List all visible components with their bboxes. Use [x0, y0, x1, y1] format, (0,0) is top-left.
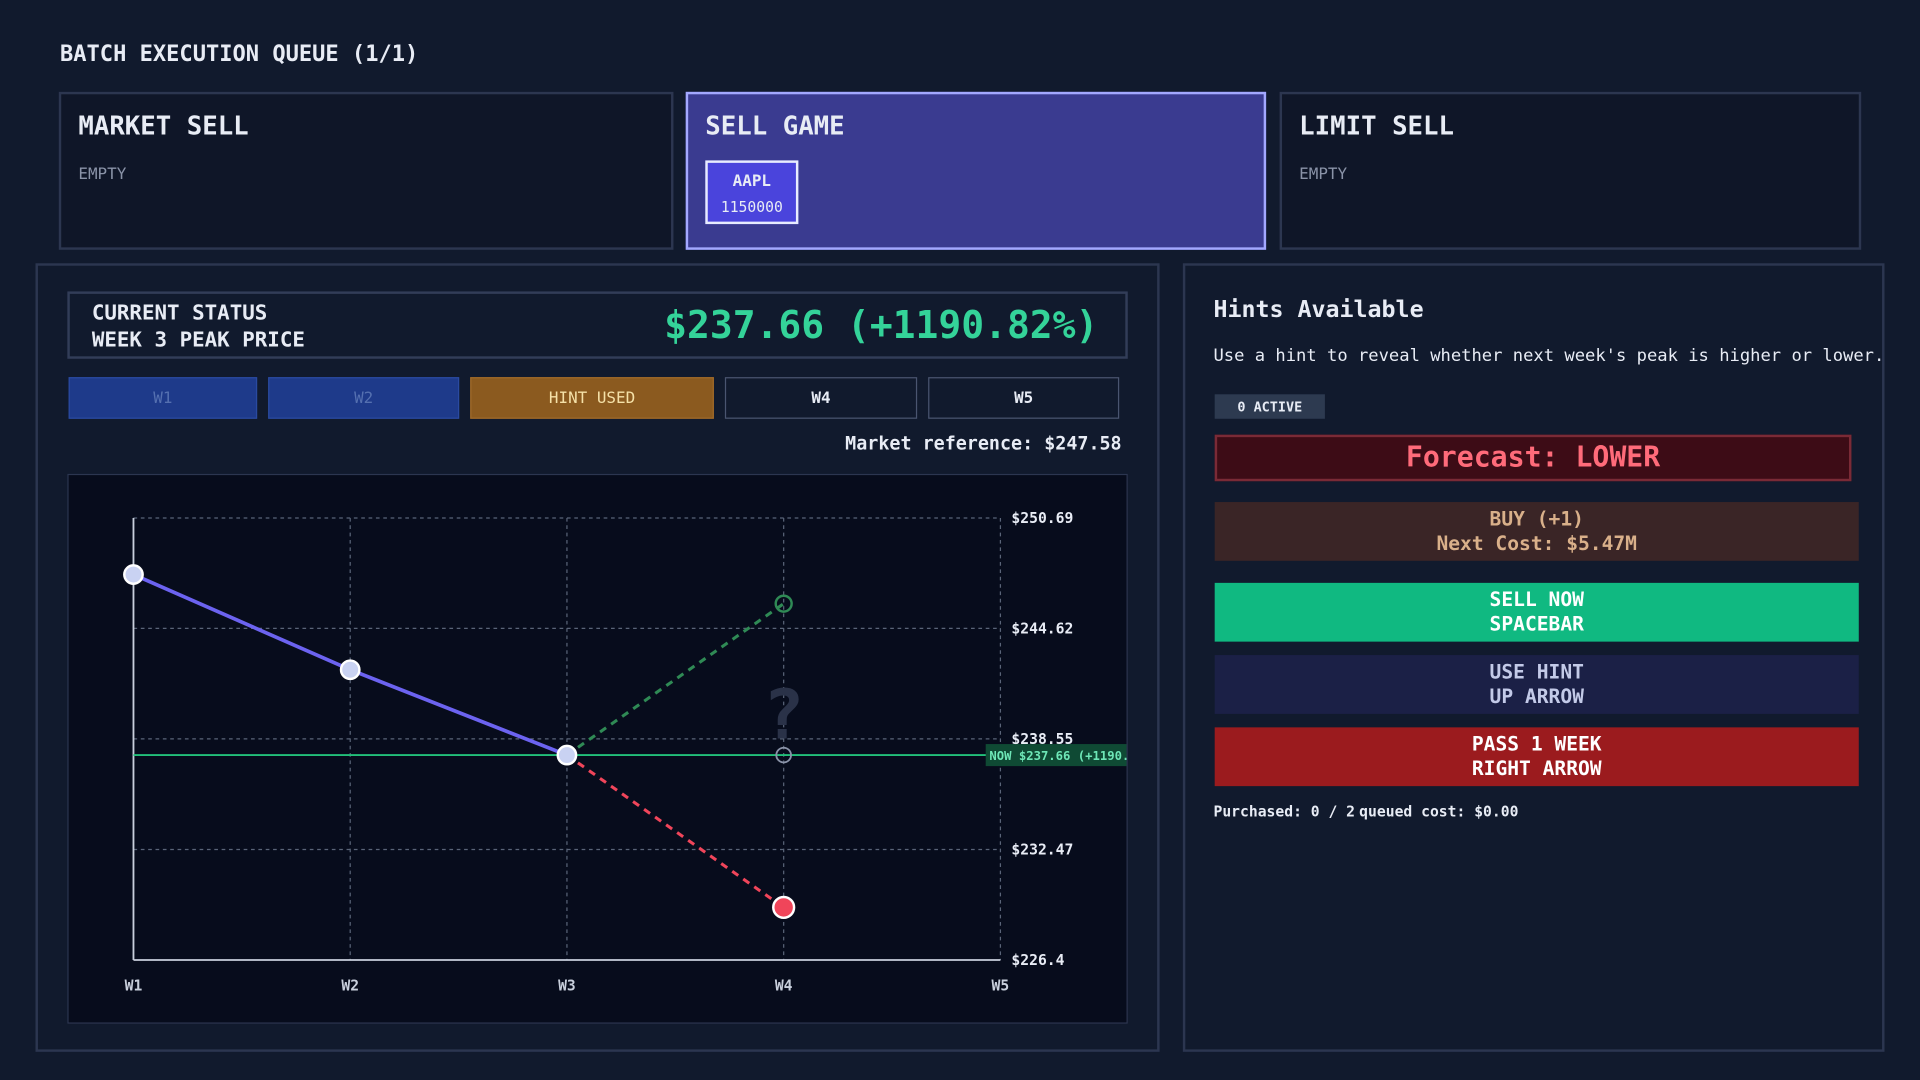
button-label: BUY (+1): [1489, 506, 1584, 531]
queue-card[interactable]: LIMIT SELL EMPTY: [1279, 91, 1862, 250]
mystery-mark: ?: [763, 675, 804, 755]
status-label: WEEK 3 PEAK PRICE: [91, 328, 305, 353]
queued-cost: queued cost: $0.00: [1359, 803, 1519, 821]
x-tick-label: W3: [558, 978, 576, 995]
now-label-box: [985, 744, 1127, 767]
quantity: 1150000: [720, 198, 783, 216]
now-label: NOW $237.66 (+1190.82%): [985, 744, 1127, 767]
status-box: CURRENT STATUS WEEK 3 PEAK PRICE $237.66…: [67, 291, 1128, 359]
x-tick-label: W4: [775, 978, 793, 995]
ticker: AAPL: [732, 172, 772, 192]
queue-card[interactable]: MARKET SELL EMPTY: [58, 91, 674, 250]
series-line: [566, 602, 785, 757]
order-chip[interactable]: AAPL 1150000: [705, 160, 799, 225]
pass-week-button[interactable]: PASS 1 WEEK RIGHT ARROW: [1214, 727, 1859, 787]
now-label-text: NOW $237.66 (+1190.82%): [989, 749, 1127, 763]
card-title: LIMIT SELL: [1299, 111, 1455, 141]
y-tick-label: $244.62: [1011, 620, 1073, 637]
point: [556, 744, 578, 766]
card-status: EMPTY: [1299, 165, 1348, 184]
queue-card[interactable]: SELL GAME AAPL 1150000: [685, 91, 1267, 250]
queue-title: BATCH EXECUTION QUEUE (1/1): [60, 41, 419, 68]
projection-point: [772, 895, 796, 920]
x-tick-label: W2: [341, 978, 359, 995]
forecast: Forecast: LOWER: [1214, 434, 1852, 482]
hints-title: Hints Available: [1213, 296, 1424, 324]
point: [123, 564, 144, 585]
week-tab[interactable]: W5: [928, 377, 1120, 419]
status-label: CURRENT STATUS: [91, 301, 268, 326]
y-tick-label: $232.47: [1011, 841, 1073, 858]
button-sub: UP ARROW: [1489, 684, 1584, 708]
projection-point: [774, 594, 793, 613]
x-tick-label: W5: [992, 978, 1010, 995]
series-line: [566, 753, 785, 909]
now-marker: [775, 746, 792, 764]
point: [339, 659, 361, 681]
x-tick-label: W1: [125, 978, 143, 995]
y-tick-label: $238.55: [1011, 731, 1073, 748]
status-price: $237.66 (+1190.82%): [664, 303, 1099, 348]
button-label: SELL NOW: [1489, 587, 1584, 612]
button-label: USE HINT: [1489, 660, 1584, 684]
week-tab[interactable]: W2: [268, 377, 460, 419]
button-sub: SPACEBAR: [1489, 612, 1584, 636]
buy-hint-button[interactable]: BUY (+1) Next Cost: $5.47M: [1214, 502, 1859, 561]
button-label: PASS 1 WEEK: [1471, 732, 1602, 756]
card-title: SELL GAME: [705, 111, 845, 141]
use-hint-button[interactable]: USE HINT UP ARROW: [1214, 655, 1859, 714]
price-chart: W1 W2 W3 W4 W5$226.4 $232.47 $238.55 $244.62 $25…: [67, 473, 1128, 1024]
sell-now-button[interactable]: SELL NOW SPACEBAR: [1214, 582, 1859, 642]
hints-description: Use a hint to reveal whether next week's…: [1213, 346, 1885, 367]
button-sub: Next Cost: $5.47M: [1436, 531, 1637, 555]
button-sub: RIGHT ARROW: [1471, 756, 1602, 781]
card-status: EMPTY: [78, 165, 127, 184]
week-tab[interactable]: W1: [68, 377, 258, 419]
card-title: MARKET SELL: [78, 111, 249, 141]
week-tab[interactable]: W4: [724, 377, 918, 419]
week-tab[interactable]: HINT USED: [470, 377, 714, 419]
market-reference: Market reference: $247.58: [845, 432, 1122, 455]
y-tick-label: $226.4: [1011, 952, 1064, 969]
y-tick-label: $250.69: [1011, 510, 1073, 527]
active-badge: 0 ACTIVE: [1214, 394, 1325, 419]
purchased: Purchased: 0 / 2: [1213, 803, 1356, 821]
